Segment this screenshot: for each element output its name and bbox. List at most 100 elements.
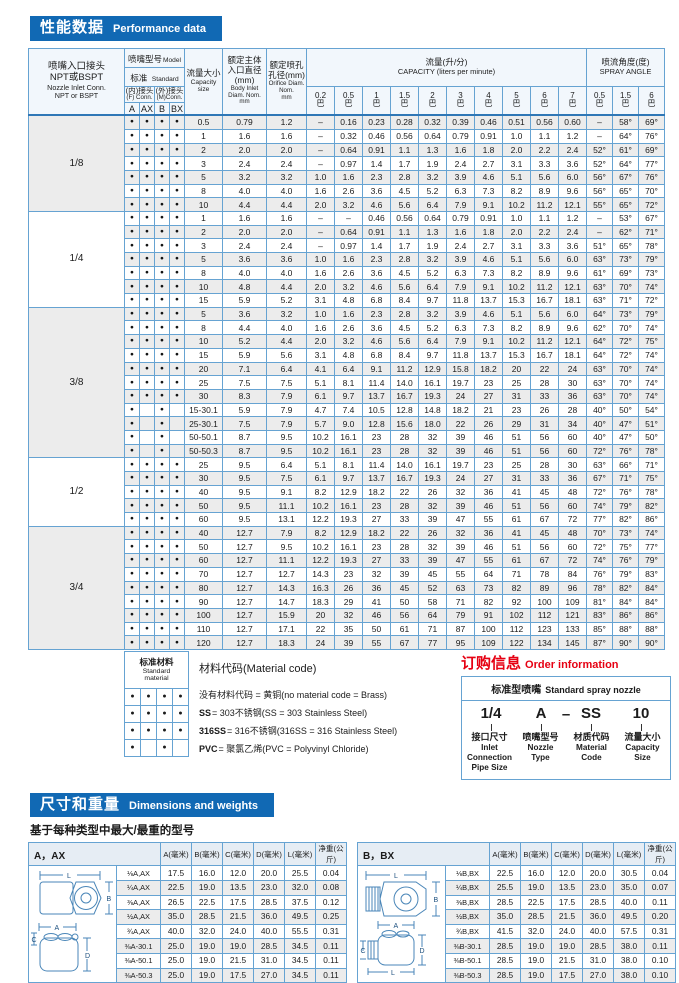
perf-table-row: 1/8 ● ● ● ● 0.5 0.79 1.2–0.16 0.23 0.28 0.32 0.39 0.… [28, 114, 665, 212]
material-dot-cell: ● [156, 721, 173, 740]
flow-value-cell: 8.2 [502, 320, 531, 336]
availability-dot-cell: ● [124, 635, 140, 650]
nozzle-diagram-a-ax: L B A C D [30, 871, 113, 972]
flow-value-cell: 63 [446, 580, 475, 596]
availability-dot-cell: ● [169, 306, 185, 322]
order-code-capacity: 10 [632, 704, 650, 722]
material-row: ● ● ● ● [124, 687, 189, 706]
flow-value-cell: 3.3 [530, 238, 559, 253]
spray-angle-cell: 84° [638, 594, 665, 609]
dim-value-cell: 0.08 [315, 879, 347, 896]
spray-angle-cell: 63° [586, 252, 613, 267]
flow-value-cell: 92 [502, 594, 531, 609]
availability-dot-cell: ● [124, 566, 140, 582]
flow-value-cell: 56 [530, 429, 559, 445]
availability-dot-cell: ● [169, 293, 185, 308]
dim-value-cell: 40.0 [613, 894, 645, 911]
availability-dot-cell: ● [154, 471, 170, 486]
orifice-diam-cell: 18.3 [266, 635, 307, 650]
spray-angle-cell: 64° [586, 334, 613, 349]
availability-dot-cell: ● [124, 320, 140, 336]
capacity-size-cell: 5 [184, 306, 223, 322]
flow-value-cell: 1.2 [558, 128, 587, 144]
flow-value-cell: 33 [530, 388, 559, 404]
flow-value-cell: 19.3 [334, 553, 363, 568]
material-dot-cell: ● [124, 704, 141, 723]
body-inlet-diam-cell: 5.9 [222, 402, 267, 418]
availability-dot-cell: ● [124, 169, 140, 185]
flow-value-cell: 13.7 [474, 347, 503, 363]
spray-angle-cell: 70° [612, 279, 639, 295]
flow-value-cell: 19.7 [446, 457, 475, 472]
flow-value-cell: 12.9 [334, 525, 363, 541]
dimensions-table-a-ax: A，AX A(毫米) B(毫米) C(毫米) D(毫米) L(毫米) 净重(公斤) L B … [28, 842, 347, 983]
flow-value-cell: 3.1 [502, 238, 531, 253]
flow-value-cell: 123 [530, 621, 559, 637]
flow-value-cell: 8.9 [530, 183, 559, 199]
spray-angle-cell: 81° [586, 594, 613, 609]
flow-value-cell: 6.0 [558, 252, 587, 267]
flow-value-cell: 2.3 [362, 252, 391, 267]
flow-value-cell: 11.4 [362, 375, 391, 390]
perf-table-row: ● ● ● ● 25 7.5 7.5 5.1 8.1 11.4 14.0 16.1 19.7 23 25 28… [29, 375, 665, 390]
orifice-diam-cell: 14.7 [266, 594, 307, 609]
availability-dot-cell: ● [124, 142, 140, 158]
availability-dot-cell: ● [124, 471, 140, 486]
orifice-diam-cell: 6.4 [266, 457, 307, 472]
spray-angle-cell: 72° [586, 539, 613, 555]
flow-value-cell: 12.1 [558, 279, 587, 295]
capacity-size-cell: 90 [184, 594, 223, 609]
dim-value-cell: 19.0 [551, 938, 583, 954]
spray-angle-cell: 69° [638, 142, 665, 158]
dim-value-cell: 0.11 [644, 894, 676, 911]
perf-table-row: ● ● 50-50.3 8.7 9.5 10.2 16.1 23 28 32 39 46 51 56 60 7… [29, 443, 665, 459]
flow-value-cell: 23 [362, 429, 391, 445]
flow-value-cell: 12.2 [306, 512, 335, 527]
dim-value-cell: 17.5 [222, 894, 254, 911]
orifice-diam-cell: 9.5 [266, 539, 307, 555]
orifice-diam-cell: 4.0 [266, 183, 307, 199]
dim-header-row: B，BX A(毫米) B(毫米) C(毫米) D(毫米) L(毫米) 净重(公斤) [357, 842, 676, 867]
flow-value-cell: 4.5 [390, 320, 419, 336]
flow-value-cell: 3.9 [446, 252, 475, 267]
capacity-size-cell: 20 [184, 361, 223, 377]
flow-value-cell: 46 [474, 443, 503, 459]
dim-value-cell: 19.0 [191, 879, 223, 896]
availability-dot-cell: ● [139, 114, 155, 130]
spray-angle-cell: 65° [612, 238, 639, 253]
body-inlet-diam-cell: 8.3 [222, 388, 267, 404]
flow-value-cell: 61 [502, 553, 531, 568]
availability-dot-cell: ● [154, 197, 170, 212]
flow-value-cell: 55 [474, 512, 503, 527]
capacity-size-cell: 8 [184, 183, 223, 199]
dim-value-cell: 21.5 [551, 909, 583, 925]
spray-angle-cell: 63° [586, 279, 613, 295]
capacity-size-cell: 25 [184, 375, 223, 390]
flow-value-cell: 8.1 [334, 375, 363, 390]
flow-value-cell: 41 [502, 525, 531, 541]
dim-value-cell: 55.5 [284, 923, 316, 940]
spray-angle-cell: 70° [586, 525, 613, 541]
dim-model-label: ⅛A,AX [116, 865, 161, 881]
flow-value-cell: 10.2 [306, 429, 335, 445]
orifice-diam-cell: 11.1 [266, 498, 307, 514]
dim-model-label: ⅜B-30.1 [445, 938, 490, 954]
availability-dot-cell: ● [154, 512, 170, 527]
body-inlet-diam-cell: 12.7 [222, 566, 267, 582]
perf-table-row: ● ● ● ● 10 4.8 4.4 2.0 3.2 4.6 5.6 6.4 7.9 9.1 10.2 11.… [29, 279, 665, 295]
availability-dot-cell: ● [139, 457, 155, 472]
svg-text:L: L [67, 873, 71, 880]
body-inlet-diam-cell: 5.2 [222, 334, 267, 349]
flow-value-cell: 5.6 [390, 334, 419, 349]
spray-angle-cell: 82° [612, 580, 639, 596]
availability-dot-cell: ● [139, 566, 155, 582]
availability-dot-cell: ● [124, 484, 140, 500]
flow-value-cell: 1.6 [334, 306, 363, 322]
perf-table-row: ● ● ● ● 1 1.6 1.6–0.32 0.46 0.56 0.64 0.79 0.91 1.0 1… [29, 128, 665, 144]
flow-value-cell: 13.7 [362, 388, 391, 404]
flow-value-cell: 78 [530, 566, 559, 582]
spray-angle-cell: 84° [612, 594, 639, 609]
model-col-header-bx: BX [169, 102, 185, 116]
